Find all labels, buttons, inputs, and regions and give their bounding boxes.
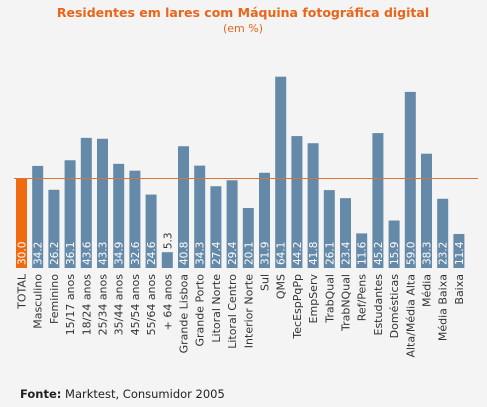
bar: [372, 133, 384, 268]
category-label: Estudantes: [372, 274, 385, 336]
category-label: Alta/Média Alta: [404, 274, 417, 358]
value-label: 36.1: [65, 242, 77, 265]
bar: [453, 233, 465, 268]
category-label: Sul: [259, 274, 272, 291]
bar: [404, 91, 416, 268]
bar: [194, 165, 206, 268]
bar: [64, 160, 76, 268]
bar: [356, 233, 368, 268]
value-label: 15.9: [389, 242, 401, 265]
value-label: 38.3: [422, 242, 434, 265]
value-label: 64.1: [276, 242, 288, 265]
bar: [340, 198, 351, 268]
value-label: 40.8: [179, 242, 191, 265]
value-label: 34.3: [195, 242, 207, 265]
chart-subtitle: (em %): [223, 22, 263, 35]
category-label: TOTAL: [16, 273, 29, 310]
category-label: Interior Norte: [242, 274, 255, 348]
category-label: + 64 anos: [161, 274, 174, 331]
category-label: Litoral Centro: [226, 274, 239, 349]
value-label: 43.6: [81, 241, 93, 265]
category-label: EmpServ: [307, 274, 320, 324]
value-label: 24.6: [146, 241, 158, 265]
bar: [323, 190, 335, 268]
bar: [178, 146, 189, 268]
category-label: Masculino: [32, 274, 45, 329]
value-label: 11.4: [454, 241, 466, 265]
bar: [242, 208, 254, 268]
category-label: 25/34 anos: [97, 274, 110, 336]
bar-total: [16, 178, 27, 268]
category-label: Litoral Norte: [210, 274, 223, 343]
source-note: Fonte: Marktest, Consumidor 2005: [20, 387, 225, 401]
category-label: Média: [421, 274, 434, 307]
category-label: TecEspPqPp: [291, 274, 304, 340]
category-label: 15/17 anos: [64, 274, 77, 336]
category-label: Baixa: [453, 274, 466, 305]
value-label: 30.0: [17, 242, 29, 265]
value-label: 34.2: [33, 242, 45, 265]
bar: [259, 172, 270, 268]
category-label: Média Baixa: [437, 274, 450, 341]
bar: [32, 165, 44, 268]
value-label: 23.2: [438, 242, 450, 265]
value-label: 20.1: [243, 242, 255, 265]
category-label: Grande Porto: [194, 274, 207, 347]
bar: [210, 186, 222, 268]
value-label: 29.4: [227, 241, 239, 265]
value-label: 31.9: [260, 242, 272, 265]
bar: [437, 198, 449, 268]
value-label: 26.1: [324, 242, 336, 265]
bar: [226, 180, 238, 268]
bar: [161, 252, 173, 268]
value-label: 59.0: [405, 242, 417, 265]
category-label: QMS: [275, 274, 288, 299]
bar: [275, 76, 287, 268]
bar: [307, 143, 319, 268]
category-label: 55/64 anos: [145, 274, 158, 336]
source-text: Marktest, Consumidor 2005: [65, 387, 225, 401]
bar: [291, 136, 303, 268]
bar: [421, 153, 432, 268]
value-label: 34.9: [114, 242, 126, 265]
bar: [97, 138, 108, 268]
bar: [80, 137, 92, 268]
category-label: Ref/Pens: [356, 274, 369, 321]
bar: [388, 220, 400, 268]
value-label: 5.3: [162, 232, 174, 249]
value-label: 32.6: [130, 241, 142, 265]
category-label: 45/54 anos: [129, 274, 142, 336]
value-label: 27.4: [211, 241, 223, 265]
value-label: 26.2: [49, 242, 61, 265]
category-label: Feminino: [48, 274, 61, 324]
chart-title: Residentes em lares com Máquina fotográf…: [57, 5, 429, 20]
value-label: 43.3: [98, 242, 110, 265]
category-label: 35/44 anos: [113, 274, 126, 336]
value-label: 41.8: [308, 242, 320, 265]
value-label: 23.4: [341, 241, 353, 265]
source-label: Fonte:: [20, 387, 62, 401]
category-label: Domésticas: [388, 274, 401, 339]
category-label: TrabQual: [323, 274, 336, 324]
category-label: TrabNQual: [340, 274, 353, 332]
value-label: 11.6: [357, 241, 369, 265]
bar: [113, 163, 125, 268]
category-label: Grande Lisboa: [178, 274, 191, 353]
bar: [129, 170, 141, 268]
category-label: 18/24 anos: [80, 274, 93, 336]
value-label: 45.2: [373, 242, 385, 265]
bar: [48, 189, 60, 268]
bar: [145, 194, 157, 268]
value-label: 44.2: [292, 242, 304, 265]
